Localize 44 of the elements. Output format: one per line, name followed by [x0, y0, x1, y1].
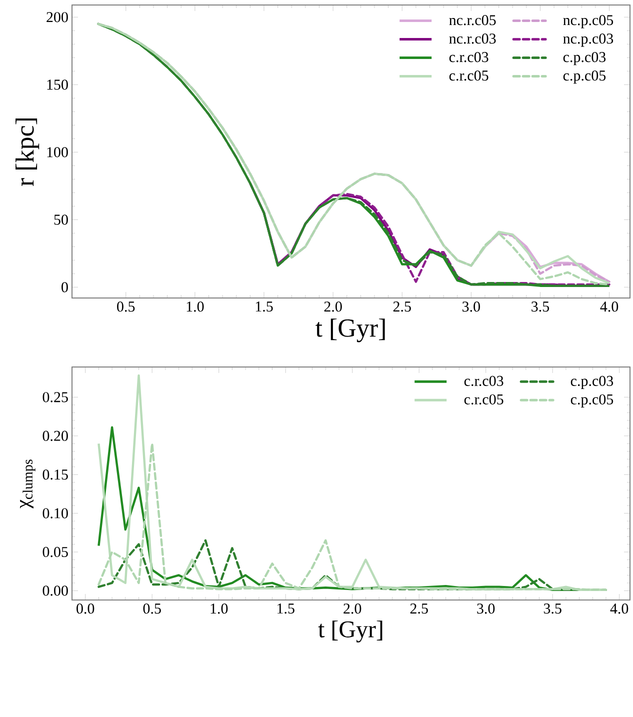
- legend-label: nc.p.c05: [563, 15, 614, 28]
- x-tick-label: 2.5: [393, 302, 411, 312]
- x-tick-label: 2.0: [324, 302, 342, 312]
- y-tick-label: 150: [47, 80, 68, 90]
- legend-label: nc.r.c03: [449, 34, 496, 44]
- x-tick-label: 3.0: [462, 302, 480, 312]
- y-tick-label: 100: [47, 147, 68, 158]
- x-tick-label: 1.0: [210, 604, 228, 614]
- legend-label: nc.r.c05: [449, 15, 496, 26]
- x-tick-label: 2.0: [344, 604, 362, 614]
- legend-label: c.p.c05: [570, 394, 614, 408]
- legend-label: c.p.c03: [563, 52, 606, 66]
- x-tick-label: 3.5: [532, 302, 550, 312]
- legend-label: c.r.c03: [449, 52, 488, 62]
- x-tick-label: 0.0: [76, 604, 94, 614]
- y-axis-title: r [kpc]: [16, 118, 40, 186]
- x-tick-label: 4.0: [610, 604, 628, 614]
- y-tick-label: 0: [62, 282, 68, 292]
- y-tick-label: 200: [46, 12, 68, 22]
- x-tick-label: 0.5: [143, 604, 161, 614]
- x-axis-title: t [Gyr]: [316, 318, 385, 342]
- y-axis-title: χ$_{clumps}$: [20, 460, 36, 508]
- x-tick-label: 4.0: [600, 302, 618, 312]
- y-tick-label: 0.05: [42, 546, 68, 558]
- legend-label: c.r.c05: [464, 394, 504, 405]
- y-tick-label: 0.20: [42, 430, 68, 441]
- y-tick-label: 50: [54, 214, 68, 225]
- x-tick-label: 1.0: [186, 302, 204, 312]
- legend-label: c.p.c05: [563, 70, 606, 84]
- x-tick-label: 1.5: [256, 302, 273, 312]
- x-tick-label: 3.0: [477, 604, 495, 614]
- legend-label: c.r.c05: [449, 70, 488, 81]
- y-tick-label: 0.10: [42, 508, 68, 518]
- x-tick-label: 2.5: [410, 604, 428, 614]
- y-tick-label: 0.15: [42, 470, 68, 480]
- legend-label: c.r.c03: [464, 376, 504, 386]
- x-tick-label: 1.5: [278, 604, 294, 614]
- legend-label: nc.p.c03: [563, 34, 614, 47]
- legend-label: c.p.c03: [570, 376, 614, 390]
- y-tick-label: 0.00: [42, 586, 68, 596]
- y-tick-label: 0.25: [42, 392, 68, 402]
- x-axis-title: t [Gyr]: [318, 620, 382, 642]
- x-tick-label: 0.5: [117, 302, 135, 312]
- x-tick-label: 3.5: [544, 604, 562, 614]
